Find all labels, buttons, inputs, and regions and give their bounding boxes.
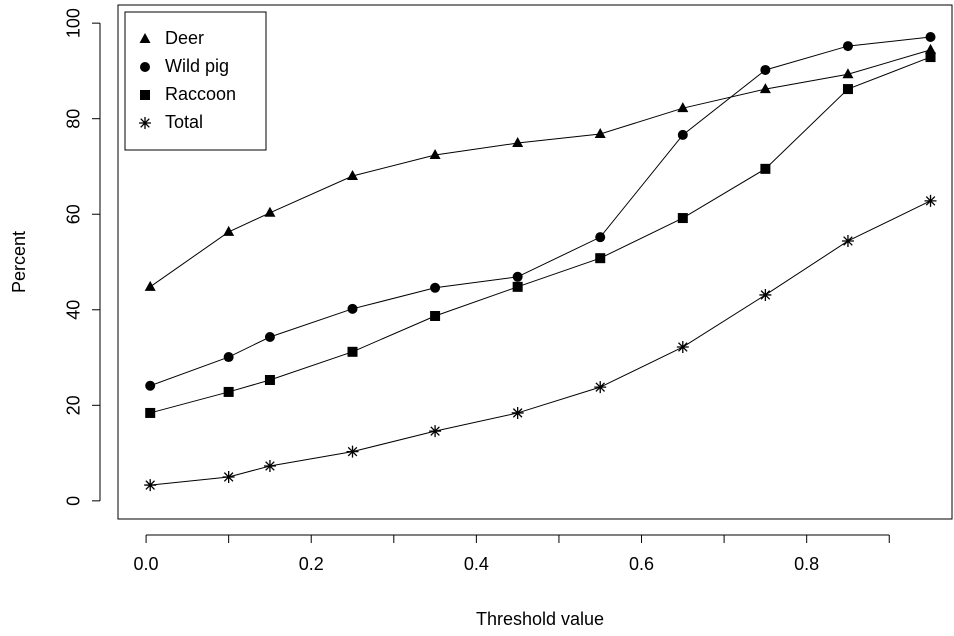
marker: [594, 127, 606, 138]
y-tick-label: 40: [64, 300, 84, 320]
marker: [223, 352, 234, 363]
marker: [140, 62, 150, 72]
marker: [595, 232, 606, 243]
marker: [139, 117, 151, 129]
marker: [842, 84, 853, 95]
legend-label: Total: [165, 112, 203, 132]
marker: [759, 83, 771, 94]
series-line: [149, 49, 931, 288]
marker: [429, 425, 442, 438]
marker: [264, 374, 275, 385]
marker: [429, 148, 441, 159]
marker: [346, 445, 359, 458]
marker: [511, 406, 524, 419]
x-tick-label: 0.0: [134, 554, 159, 574]
y-tick-label: 0: [64, 496, 84, 506]
x-tick-label: 0.8: [794, 554, 819, 574]
marker: [676, 341, 689, 354]
marker: [263, 459, 276, 472]
marker: [430, 282, 441, 293]
marker: [925, 43, 937, 54]
marker: [223, 386, 234, 397]
y-axis-title: Percent: [9, 231, 29, 293]
marker: [594, 381, 607, 394]
marker: [512, 137, 524, 148]
marker: [512, 271, 523, 282]
marker: [925, 32, 936, 43]
y-tick-label: 20: [64, 395, 84, 415]
plot-box: [117, 4, 953, 520]
x-tick-label: 0.6: [629, 554, 654, 574]
x-tick-label: 0.4: [464, 554, 489, 574]
marker: [347, 170, 359, 181]
marker: [140, 90, 150, 100]
marker: [144, 479, 157, 492]
marker: [760, 163, 771, 174]
x-axis-title: Threshold value: [476, 609, 604, 629]
marker: [760, 64, 771, 75]
y-tick-label: 100: [64, 8, 84, 38]
marker: [759, 288, 772, 301]
x-tick-label: 0.2: [299, 554, 324, 574]
marker: [841, 234, 854, 247]
marker: [430, 310, 441, 321]
marker: [144, 280, 156, 291]
marker: [145, 407, 156, 418]
legend-label: Raccoon: [165, 84, 236, 104]
marker: [677, 213, 688, 224]
marker: [145, 380, 156, 391]
legend-label: Deer: [165, 28, 204, 48]
marker: [264, 206, 276, 217]
marker: [677, 129, 688, 140]
marker: [347, 303, 358, 314]
legend-label: Wild pig: [165, 56, 229, 76]
marker: [512, 281, 523, 292]
marker: [842, 68, 854, 79]
marker: [595, 253, 606, 264]
marker: [264, 331, 275, 342]
marker: [223, 225, 235, 236]
series-line: [150, 56, 931, 414]
marker: [139, 33, 151, 43]
series-line: [150, 200, 931, 486]
marker: [222, 470, 235, 483]
marker: [677, 102, 689, 113]
marker: [347, 346, 358, 357]
marker: [925, 52, 936, 63]
marker: [924, 194, 937, 207]
marker: [842, 41, 853, 52]
y-tick-label: 60: [64, 204, 84, 224]
y-tick-label: 80: [64, 109, 84, 129]
